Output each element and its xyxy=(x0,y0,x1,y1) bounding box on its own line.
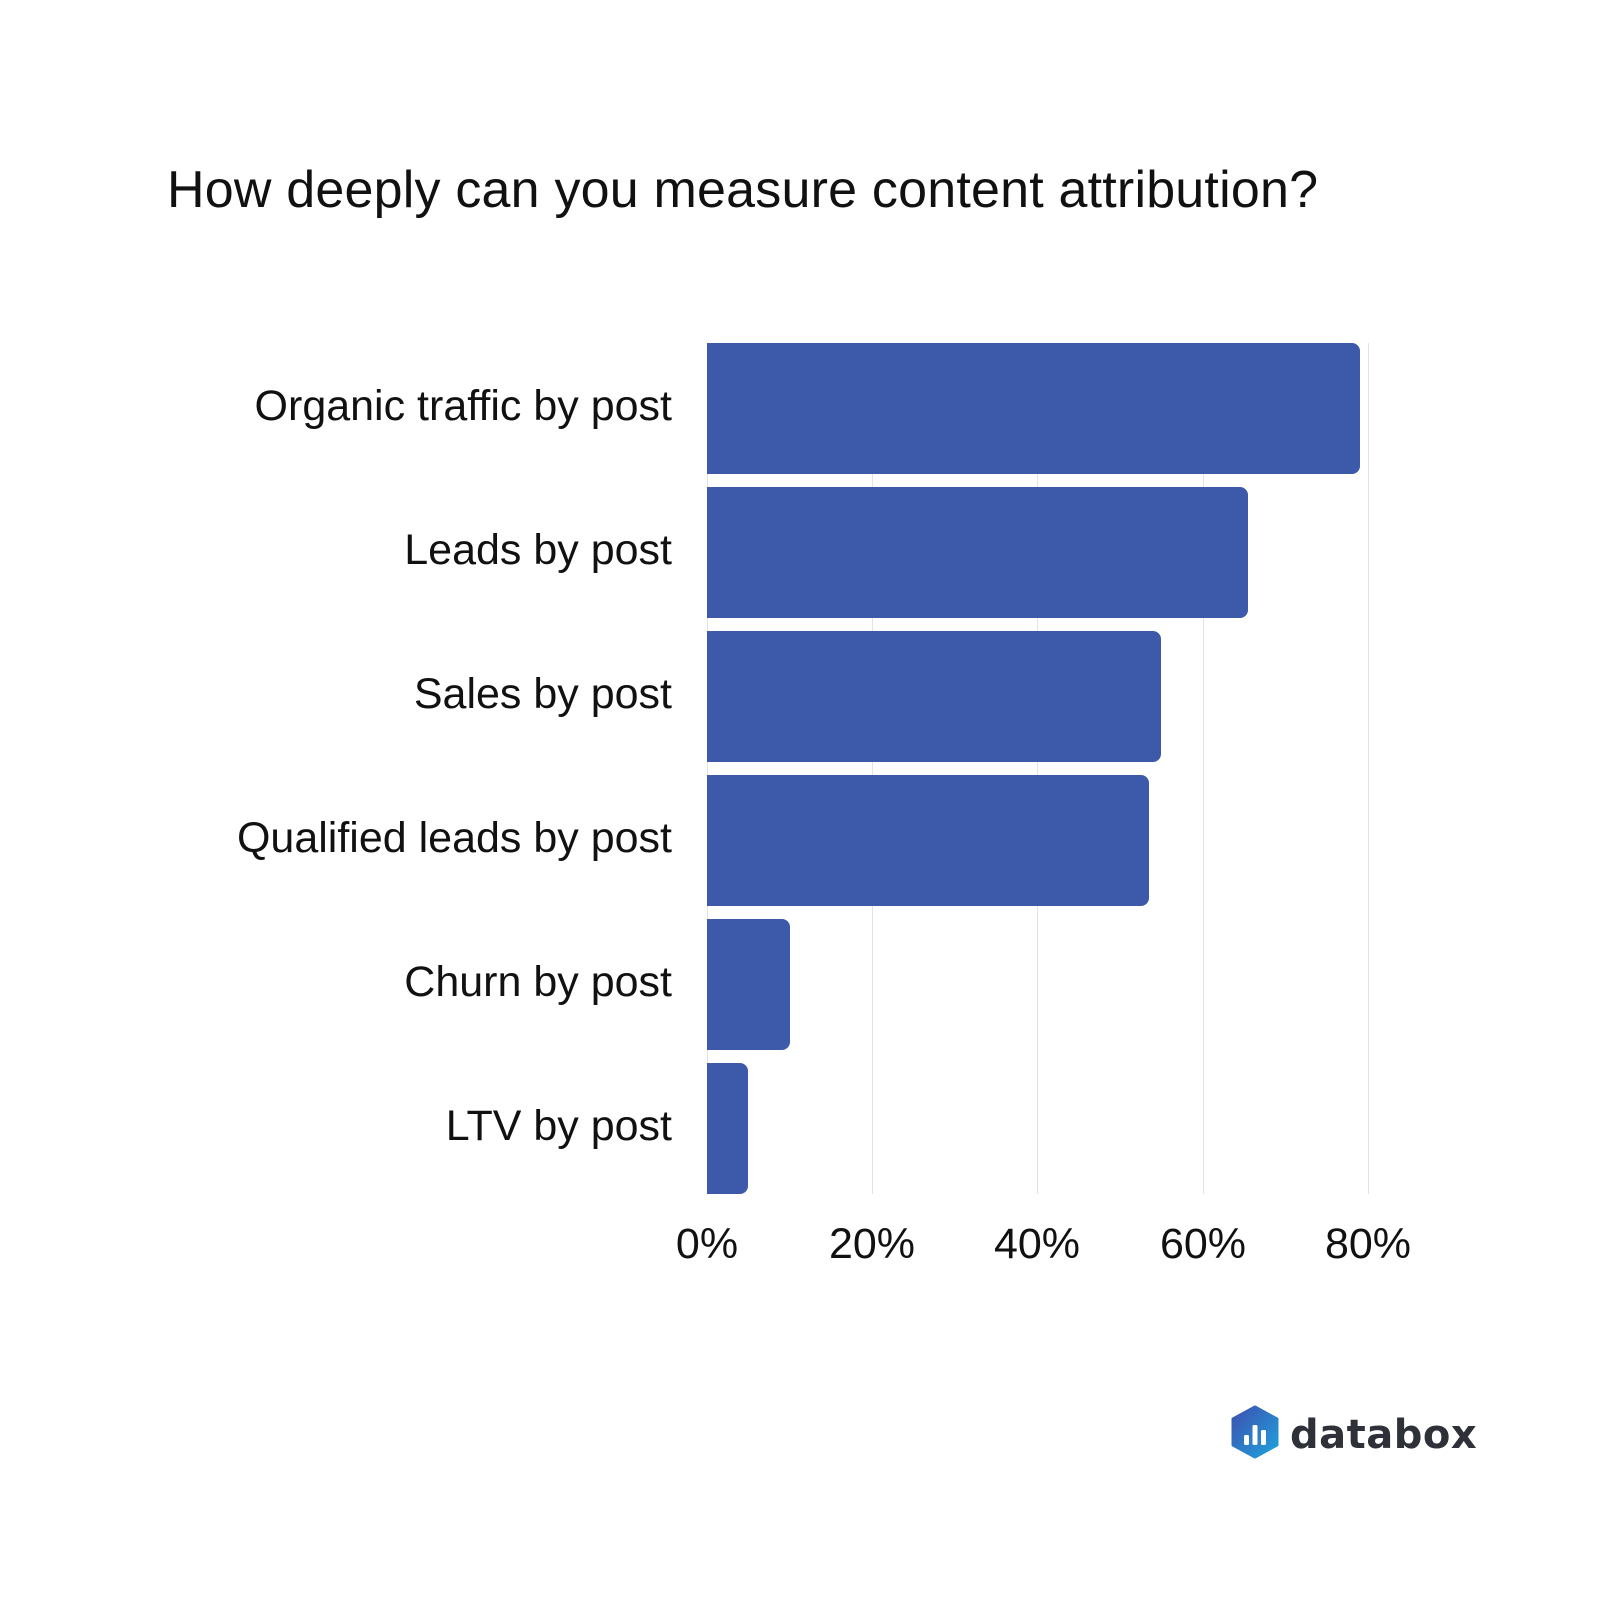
x-tick-label: 0% xyxy=(675,1220,739,1268)
bar-ltv xyxy=(707,1063,749,1194)
category-label: Leads by post xyxy=(404,526,672,574)
bar-churn xyxy=(707,919,790,1050)
x-tick-label: 60% xyxy=(1159,1220,1247,1268)
databox-logo: databox xyxy=(1230,1405,1477,1464)
gridline-0 xyxy=(707,343,708,1194)
x-tick-label: 80% xyxy=(1324,1220,1412,1268)
category-label: Sales by post xyxy=(413,670,672,718)
x-tick-label: 40% xyxy=(993,1220,1081,1268)
bar-qualified-leads xyxy=(707,775,1150,906)
bar-leads xyxy=(707,487,1249,618)
bar-organic-traffic xyxy=(707,343,1360,474)
gridline-60 xyxy=(1203,343,1204,1194)
x-tick-label: 20% xyxy=(828,1220,916,1268)
bar-sales xyxy=(707,631,1162,762)
databox-logo-text: databox xyxy=(1290,1411,1478,1458)
gridline-80 xyxy=(1368,343,1369,1194)
chart-title: How deeply can you measure content attri… xyxy=(167,161,1319,219)
category-label: Qualified leads by post xyxy=(236,814,672,862)
category-label: LTV by post xyxy=(445,1102,672,1150)
category-label: Churn by post xyxy=(404,958,672,1006)
plot-area xyxy=(707,343,1369,1194)
category-label: Organic traffic by post xyxy=(254,382,672,430)
gridline-40 xyxy=(1037,343,1038,1194)
databox-logo-icon xyxy=(1230,1405,1280,1464)
gridline-20 xyxy=(872,343,873,1194)
